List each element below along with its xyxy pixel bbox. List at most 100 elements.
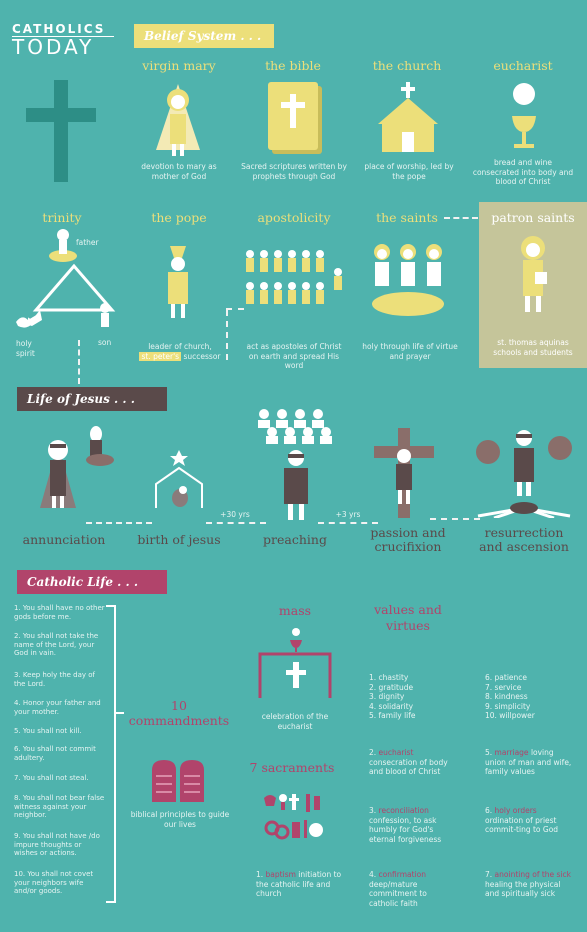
commandment-9: 9. You shall not have /do impure thought… [14,832,100,857]
sacrament-3-name: reconciliation [378,806,429,815]
trinity-father-label: father [76,238,99,247]
commandments-bracket [106,605,116,903]
commandment-8: 8. You shall not bear false witness agai… [14,794,105,819]
sacrament-3: 3. reconciliation confession, to ask hum… [369,806,457,844]
pope-caption-b: st. peter's [139,351,182,361]
virgin-mary-caption: devotion to mary as mother of God [141,162,217,181]
sacrament-4-num: 4. [369,870,377,879]
trinity-title: trinity [42,210,82,225]
the-bible-caption: Sacred scriptures written by prophets th… [241,162,347,181]
sacrament-2-num: 2. [369,748,377,757]
timeline-segment-3 [318,522,378,524]
passion-crucifixion-label: passion and crucifixion [370,525,446,554]
jesus-preaching-icon [284,450,308,520]
values-col1: 1. chastity 2. gratitude 3. dignity 4. s… [369,673,459,721]
sacrament-6-name: holy orders [494,806,537,815]
value-1: 1. chastity [369,673,409,682]
commandment-5: 5. You shall not kill. [14,727,82,735]
bracket-tick [116,712,124,714]
sacrament-7: 7. anointing of the sick healing the phy… [485,870,575,899]
values-title: values and virtues [374,602,442,633]
commandment-6: 6. You shall not commit adultery. [14,745,96,762]
mass-caption: celebration of the eucharist [261,712,329,731]
commandment-3: 3. Keep holy the day of the Lord. [14,671,96,688]
logo: CATHOLICS TODAY [12,22,114,57]
crucifix-icon [374,428,434,518]
sacrament-7-name: anointing of the sick [494,870,572,879]
trinity-connector [78,340,80,384]
sacrament-4: 4. confirmation deep/mature commitment t… [369,870,457,908]
value-8: 8. kindness [485,692,528,701]
values-col2: 6. patience 7. service 8. kindness 9. si… [485,673,575,721]
trinity-holy-spirit-label: holy spirit [16,339,35,358]
annunciation-icon [40,426,114,508]
value-7: 7. service [485,682,522,692]
value-5: 5. family life [369,711,416,720]
belief-system-banner: Belief System . . . [134,24,274,48]
virgin-mary-title: virgin mary [142,58,216,73]
sacrament-1-name: baptism [265,870,296,879]
belief-system-label: Belief System . . . [144,29,262,43]
eucharist-caption: bread and wine consecrated into body and… [472,158,574,186]
large-cross-icon [26,80,96,182]
logo-line2: TODAY [12,36,114,57]
patron-saints-title: patron saints [491,210,575,225]
life-of-jesus-banner: Life of Jesus . . . [17,387,167,411]
the-saints-title: the saints [376,210,438,225]
apostles-icon [246,250,342,304]
commandment-2: 2. You shall not take the name of the Lo… [14,632,99,657]
sacraments-title: 7 sacraments [249,760,335,775]
commandments-title: 10 commandments [128,698,230,728]
sacrament-4-desc: deep/mature commitment to catholic faith [369,879,427,908]
sacrament-2: 2. eucharist consecration of body and bl… [369,748,457,777]
preaching-crowd-icon [258,409,332,444]
the-church-caption: place of worship, led by the pope [364,162,454,181]
virgin-mary-icon [156,84,200,156]
value-3: 3. dignity [369,692,405,701]
birth-of-jesus-label: birth of jesus [137,532,221,547]
gap-30-yrs: +30 yrs [220,510,250,519]
sacrament-6: 6. holy orders ordination of priest comm… [485,806,575,835]
commandment-10: 10. You shall not covet your neighbors w… [14,870,94,895]
pope-apostle-connector [226,308,244,310]
pope-caption-c: successor [183,351,221,361]
gap-3-yrs: +3 yrs [335,510,361,519]
eucharist-title: eucharist [493,58,553,73]
apostolicity-caption: act as apostoles of Christ on earth and … [246,342,342,370]
timeline-segment-1 [86,522,152,524]
trinity-triangle-icon [28,229,116,327]
patron-saints-caption: st. thomas aquinas schools and students [493,338,573,357]
pope-caption-a: leader of church, [148,342,212,351]
the-saints-caption: holy through life of virtue and prayer [362,342,458,361]
sacrament-1: 1. baptism initiation to the catholic li… [256,870,346,899]
pope-icon [168,246,188,318]
sacrament-1-desc: initiation to the catholic life and chur… [256,870,342,898]
commandments-caption: biblical principles to guide our lives [130,810,230,829]
sacrament-6-desc: ordination of priest commit-ting to God [485,815,559,835]
value-9: 9. simplicity [485,701,531,711]
trinity-son-label: son [98,338,112,347]
church-icon [378,82,438,152]
sacrament-5-desc: loving union of man and wife, family val… [485,748,572,776]
resurrection-icon [476,430,572,518]
the-pope-caption: leader of church, st. peter's successor [132,342,228,361]
mass-title: mass [278,603,312,618]
catholic-life-banner: Catholic Life . . . [17,570,167,594]
the-pope-title: the pope [151,210,207,225]
life-of-jesus-label: Life of Jesus . . . [27,392,135,406]
pope-connector [226,310,228,360]
value-4: 4. solidarity [369,701,414,711]
patron-saint-icon [521,236,547,312]
saints-icon [372,244,444,316]
commandment-1: 1. You shall have no other gods before m… [14,604,105,621]
logo-line1: CATHOLICS [12,22,106,36]
sacrament-7-num: 7. [485,870,493,879]
value-6: 6. patience [485,673,528,682]
sacrament-2-name: eucharist [378,748,414,757]
sacrament-5: 5. marriage loving union of man and wife… [485,748,575,777]
altar-icon [258,628,332,698]
bible-icon [268,82,318,150]
apostolicity-title: apostolicity [257,210,331,225]
catholic-life-label: Catholic Life . . . [27,575,139,589]
dove-icon [16,314,38,328]
